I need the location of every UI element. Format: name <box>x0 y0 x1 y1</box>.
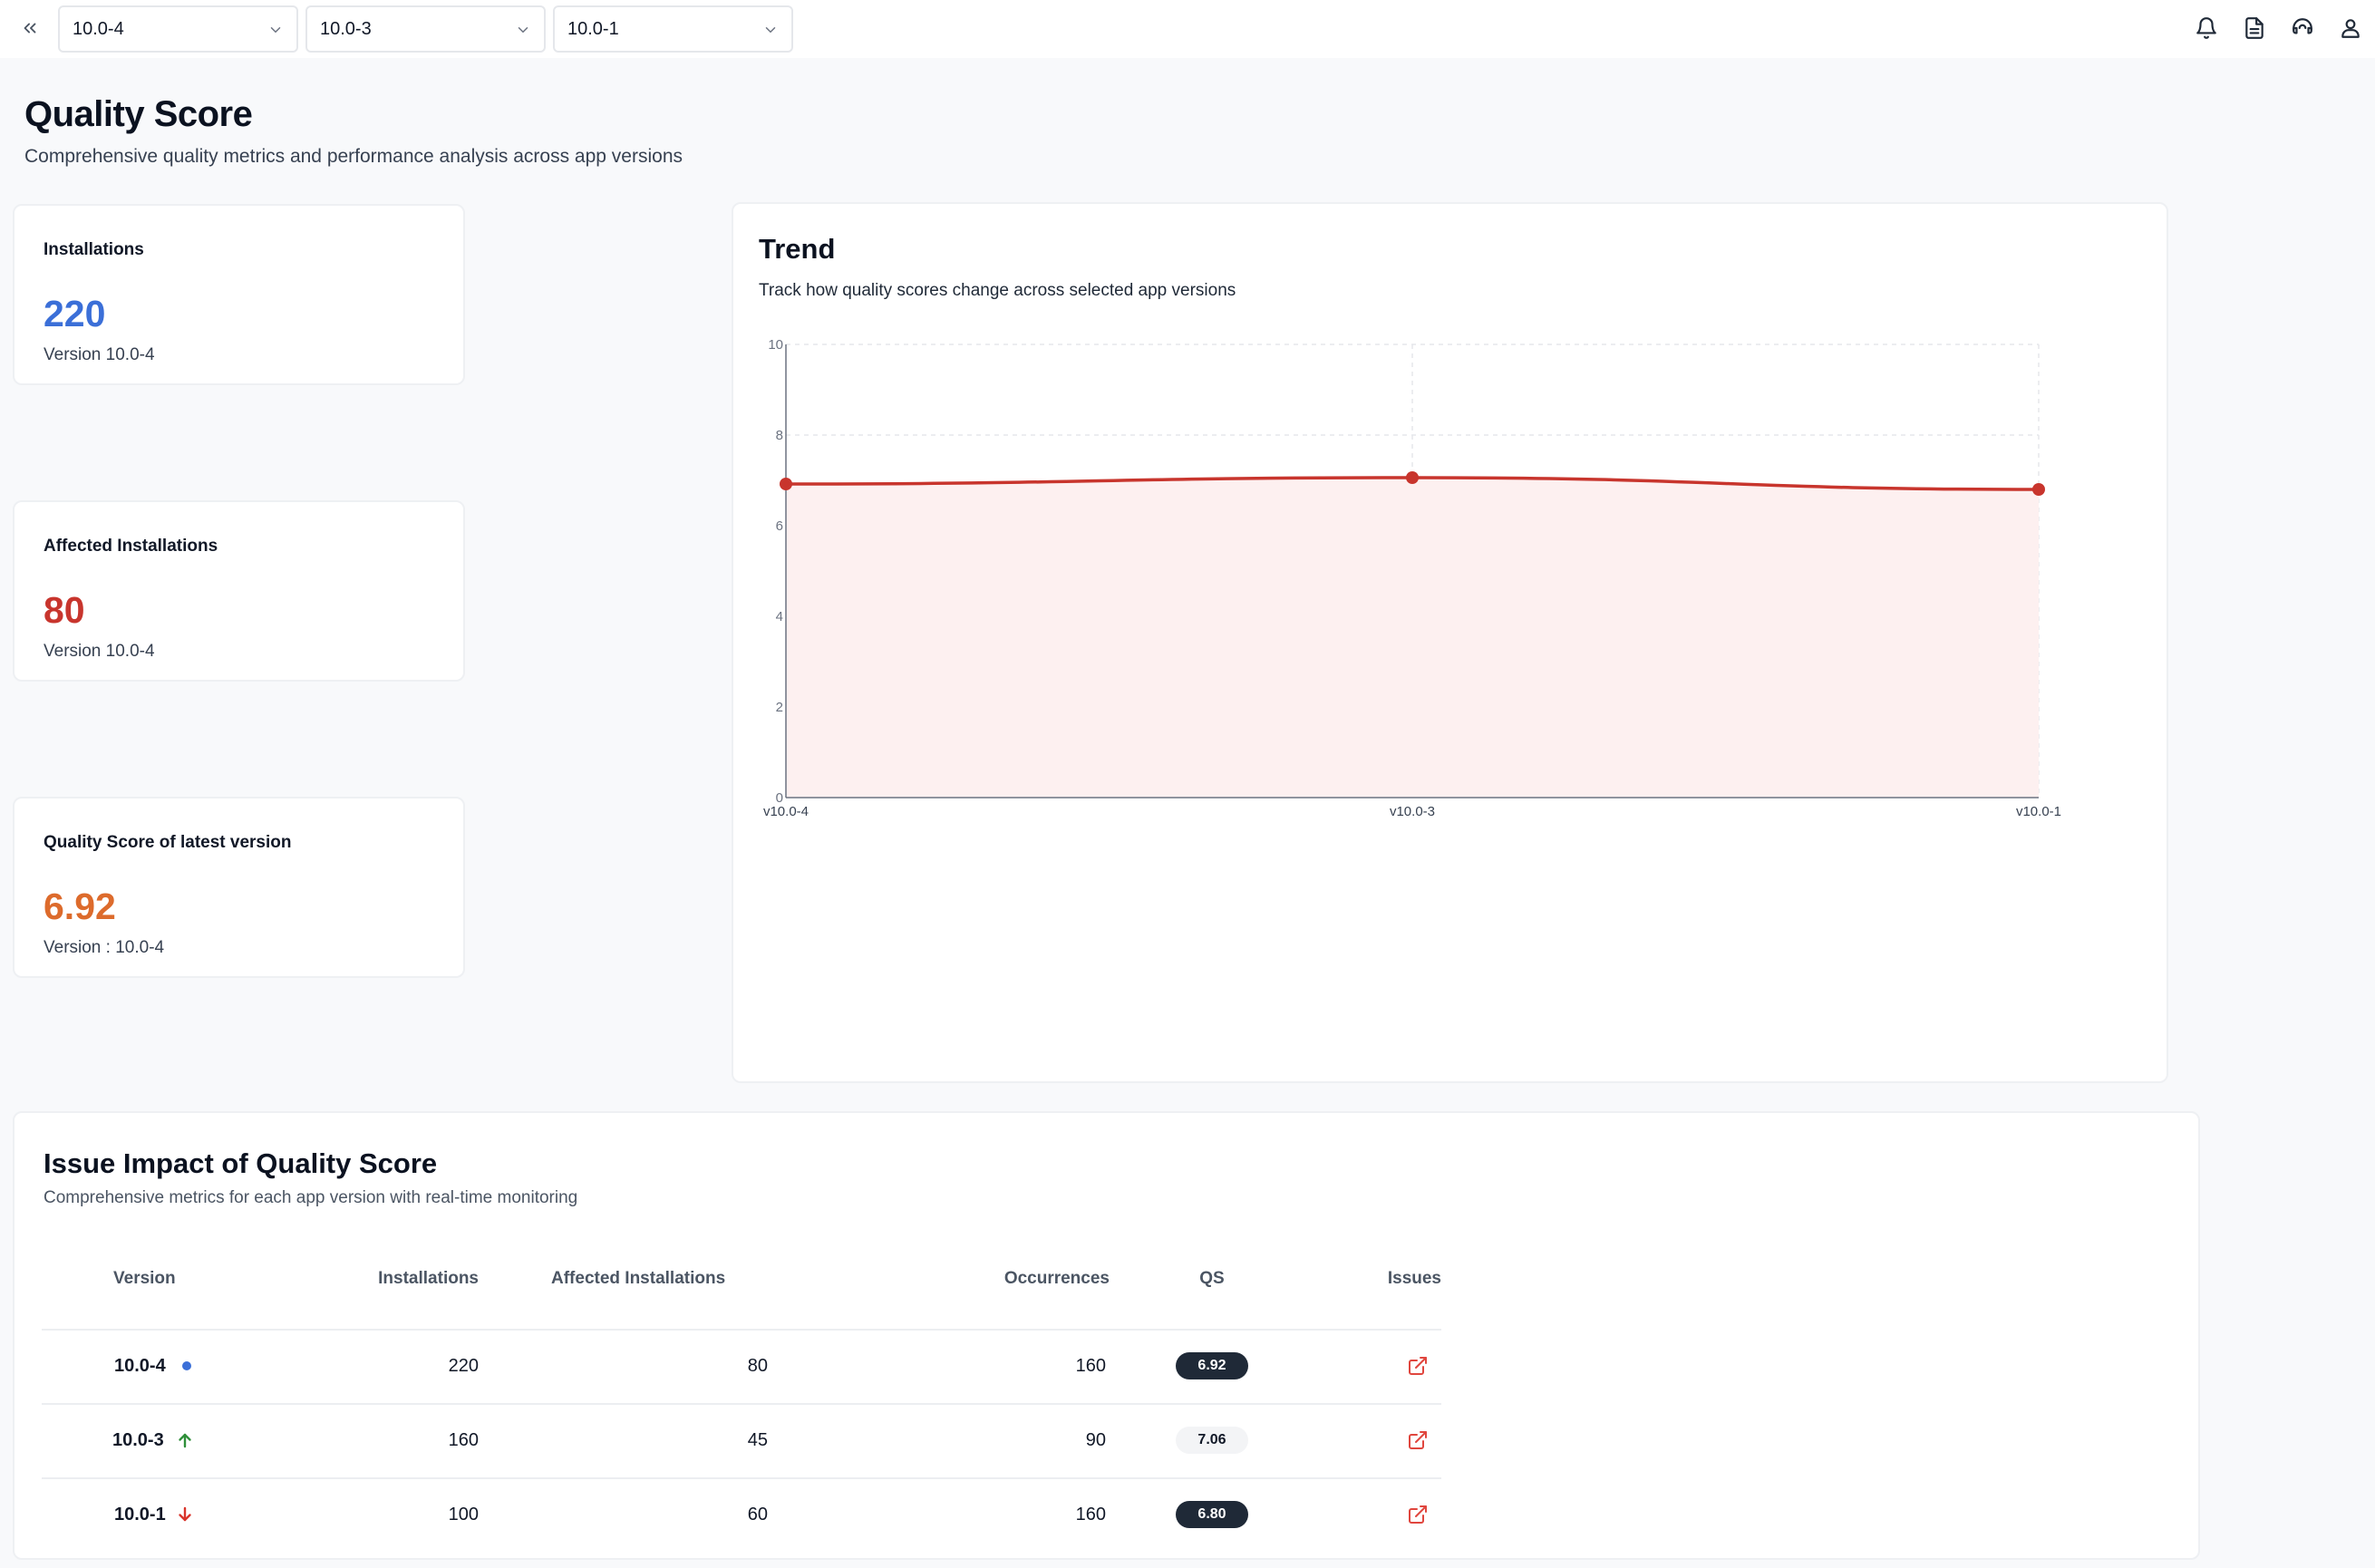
external-link-icon <box>1409 1505 1427 1524</box>
version-select-3-value: 10.0-1 <box>567 18 619 39</box>
column-header-issues: Issues <box>1387 1269 1441 1288</box>
stat-label: Affected Installations <box>44 537 218 556</box>
chevron-down-icon <box>270 27 281 34</box>
qs-badge: 6.92 <box>1176 1352 1248 1379</box>
row-occurrences: 160 <box>1075 1505 1106 1524</box>
version-select-1[interactable]: 10.0-4 <box>58 5 298 53</box>
qs-badge: 7.06 <box>1176 1427 1248 1454</box>
chevron-down-icon <box>518 27 528 34</box>
row-affected-installations: 60 <box>747 1505 768 1524</box>
row-occurrences: 160 <box>1075 1356 1106 1376</box>
row-version: 10.0-3 <box>112 1430 164 1450</box>
stat-value: 80 <box>44 589 85 631</box>
row-installations: 220 <box>448 1356 479 1376</box>
current-version-dot-icon <box>182 1361 191 1370</box>
row-occurrences: 90 <box>1085 1430 1106 1450</box>
data-point <box>780 478 792 490</box>
version-select-2-value: 10.0-3 <box>320 18 372 39</box>
version-select-1-value: 10.0-4 <box>73 18 124 39</box>
arrow-down-icon <box>179 1506 191 1522</box>
stat-card-affected-installations: Affected Installations 80 Version 10.0-4 <box>13 500 465 682</box>
y-tick-label: 6 <box>776 518 783 534</box>
stat-value: 6.92 <box>44 886 116 927</box>
external-link-icon <box>1409 1357 1427 1375</box>
stat-value: 220 <box>44 293 106 334</box>
issue-impact-title: Issue Impact of Quality Score <box>44 1147 438 1179</box>
column-header-installations: Installations <box>378 1269 479 1288</box>
y-tick-label: 2 <box>776 700 783 715</box>
stat-card-quality-score: Quality Score of latest version 6.92 Ver… <box>13 797 465 978</box>
trend-subtitle: Track how quality scores change across s… <box>759 281 1236 300</box>
user-icon <box>2341 19 2360 38</box>
row-affected-installations: 45 <box>747 1430 768 1450</box>
page-title: Quality Score <box>24 94 253 134</box>
table-row: 10.0-1 100 60 160 6.80 <box>42 1479 1441 1553</box>
data-point <box>2032 483 2045 496</box>
trend-card: Trend Track how quality scores change ac… <box>732 202 2168 1083</box>
y-tick-label: 10 <box>768 337 783 353</box>
issue-impact-subtitle: Comprehensive metrics for each app versi… <box>44 1188 578 1207</box>
column-header-affected-installations: Affected Installations <box>551 1269 726 1288</box>
x-tick-label: v10.0-3 <box>1390 804 1435 819</box>
page-subtitle: Comprehensive quality metrics and perfor… <box>24 146 683 167</box>
open-issues-link[interactable] <box>1404 1352 1431 1379</box>
chevron-down-icon <box>765 27 776 34</box>
row-installations: 160 <box>448 1430 479 1450</box>
stat-subtext: Version 10.0-4 <box>44 642 155 661</box>
trend-title: Trend <box>759 233 836 265</box>
row-affected-installations: 80 <box>747 1356 768 1376</box>
stat-card-installations: Installations 220 Version 10.0-4 <box>13 204 465 385</box>
y-tick-label: 0 <box>776 790 783 806</box>
top-bar: 10.0-4 10.0-3 10.0-1 <box>0 0 2375 58</box>
profile-button[interactable] <box>2333 11 2368 45</box>
open-issues-link[interactable] <box>1404 1427 1431 1454</box>
bell-icon <box>2196 17 2216 39</box>
series-area <box>786 478 2039 798</box>
document-icon <box>2245 17 2264 39</box>
issue-impact-card: Issue Impact of Quality Score Comprehens… <box>13 1111 2200 1560</box>
version-select-2[interactable]: 10.0-3 <box>305 5 546 53</box>
stat-subtext: Version : 10.0-4 <box>44 938 165 957</box>
documents-button[interactable] <box>2237 11 2272 45</box>
column-header-occurrences: Occurrences <box>1003 1269 1110 1288</box>
row-version: 10.0-4 <box>114 1356 166 1376</box>
row-installations: 100 <box>448 1505 479 1524</box>
row-divider <box>42 1477 1441 1479</box>
table-row: 10.0-3 160 45 90 7.06 <box>42 1405 1441 1479</box>
row-divider <box>42 1403 1441 1405</box>
column-header-version: Version <box>113 1269 176 1288</box>
column-header-qs: QS <box>1199 1269 1225 1288</box>
open-issues-link[interactable] <box>1404 1501 1431 1528</box>
y-tick-label: 8 <box>776 428 783 443</box>
header-divider <box>42 1329 1441 1331</box>
headset-icon <box>2293 18 2312 34</box>
collapse-sidebar-button[interactable] <box>15 13 45 44</box>
version-select-3[interactable]: 10.0-1 <box>553 5 793 53</box>
external-link-icon <box>1409 1431 1427 1449</box>
data-point <box>1406 471 1419 484</box>
x-tick-label: v10.0-1 <box>2016 804 2061 819</box>
stat-label: Installations <box>44 240 144 259</box>
x-tick-label: v10.0-4 <box>763 804 809 819</box>
stat-subtext: Version 10.0-4 <box>44 345 155 364</box>
support-button[interactable] <box>2285 11 2320 45</box>
qs-badge: 6.80 <box>1176 1501 1248 1528</box>
notifications-button[interactable] <box>2189 11 2224 45</box>
trend-chart: 0 2 4 6 8 10 v10.0-4 v10.0-3 v10.0-1 <box>763 337 2061 819</box>
arrow-up-icon <box>179 1433 191 1448</box>
stat-label: Quality Score of latest version <box>44 833 292 852</box>
y-tick-label: 4 <box>776 609 783 624</box>
table-row: 10.0-4 220 80 160 6.92 <box>42 1331 1441 1405</box>
double-chevron-left-icon <box>24 23 36 34</box>
row-version: 10.0-1 <box>114 1505 166 1524</box>
